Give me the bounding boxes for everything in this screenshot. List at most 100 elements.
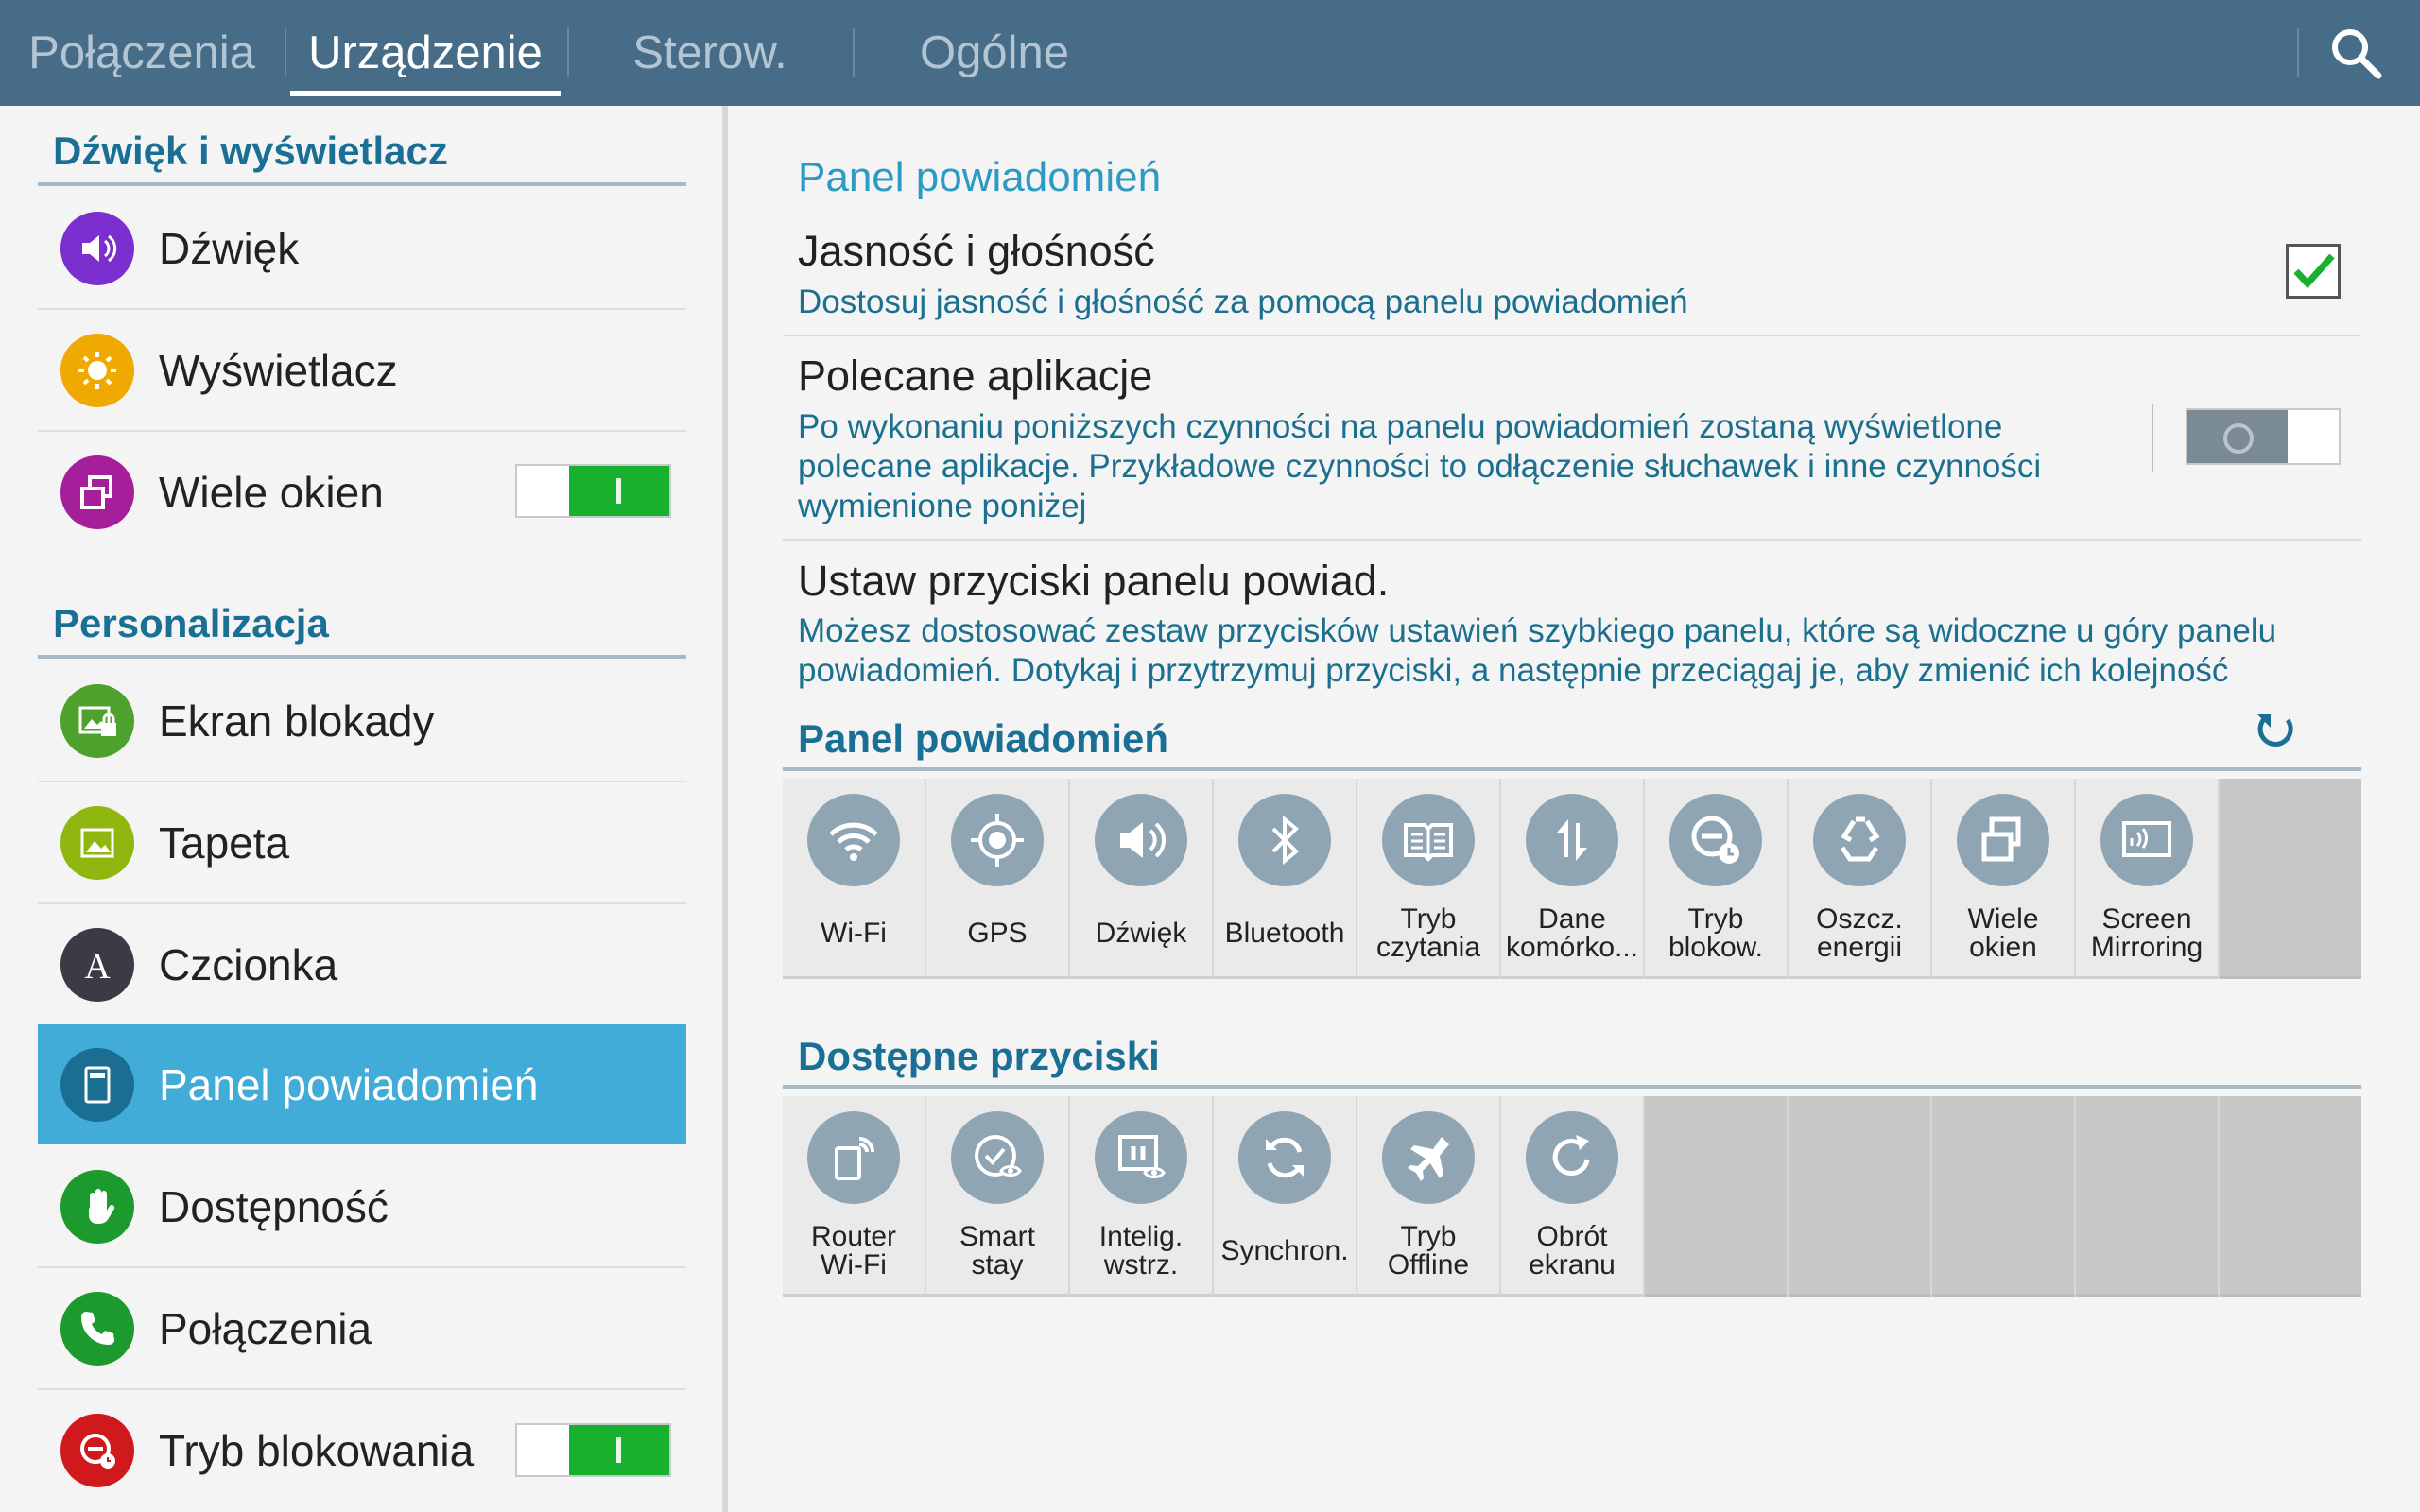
wifi-icon [807,794,900,886]
book-icon [1382,794,1475,886]
item-divider [38,902,686,904]
empty-slot[interactable] [1645,1096,1787,1297]
toggle-knob [569,1425,669,1475]
available-button-screen-rotation[interactable]: Obrót ekranu [1501,1096,1643,1297]
blocking-mode-toggle[interactable] [515,1423,671,1477]
recommended-apps-toggle[interactable] [2186,408,2341,465]
panel-button-multi-window[interactable]: Wiele okien [1932,779,2074,979]
panel-button-mobile-data[interactable]: Dane komórko... [1501,779,1643,979]
cell-divider [1212,1096,1214,1297]
sidebar-item-wallpaper[interactable]: Tapeta [38,782,686,902]
cell-divider [2074,779,2076,979]
sidebar-item-lock-screen[interactable]: Ekran blokady [38,661,686,781]
brightness-volume-checkbox[interactable] [2286,244,2341,299]
tab-divider [2297,28,2299,77]
empty-slot[interactable] [1789,1096,1930,1297]
setting-title-recommended-apps[interactable]: Polecane aplikacje [798,352,1153,400]
available-button-hotspot[interactable]: Router Wi-Fi [783,1096,925,1297]
multi-window-icon [60,455,134,529]
available-buttons-header: Dostępne przyciski [798,1034,1160,1078]
sidebar-item-blocking-mode[interactable]: Tryb blokowania [38,1390,686,1510]
button-label: Dane komórko... [1505,903,1639,963]
setting-title-brightness-volume[interactable]: Jasność i głośność [798,227,1155,275]
reset-icon[interactable] [2252,707,2299,754]
cell-divider [1356,779,1357,979]
available-button-sync[interactable]: Synchron. [1214,1096,1356,1297]
sidebar-item-accessibility[interactable]: Dostępność [38,1146,686,1266]
empty-slot[interactable] [1932,1096,2074,1297]
cell-divider [1068,779,1070,979]
button-label: Obrót ekranu [1529,1221,1616,1280]
panel-button-gps[interactable]: GPS [926,779,1068,979]
setting-desc-recommended-apps: Po wykonaniu poniższych czynności na pan… [798,408,2042,524]
button-label: Screen Mirroring [2090,903,2204,963]
setting-desc-panel-buttons: Możesz dostosować zestaw przycisków usta… [798,612,2277,689]
toggle-knob [2187,410,2288,463]
sidebar-item-label: Panel powiadomień [159,1059,539,1109]
pane-divider [722,106,728,1512]
cell-divider [1499,1096,1501,1297]
brightness-icon [60,333,134,407]
button-label: Dźwięk [1095,918,1187,949]
tab-device[interactable]: Urządzenie [308,27,543,78]
cell-divider [1212,779,1214,979]
panel-button-screen-mirroring[interactable]: Screen Mirroring [2076,779,2218,979]
block-mode-icon [1669,794,1762,886]
tab-connections[interactable]: Połączenia [28,27,255,78]
panel-button-bluetooth[interactable]: Bluetooth [1214,779,1356,979]
panel-button-wifi[interactable]: Wi-Fi [783,779,925,979]
available-button-airplane-mode[interactable]: Tryb Offline [1357,1096,1499,1297]
sidebar-item-sound[interactable]: Dźwięk [38,188,686,308]
switch-divider [2152,404,2153,472]
multi-window-icon [1957,794,2049,886]
sidebar-item-label: Wyświetlacz [159,345,398,395]
sidebar-item-font[interactable]: A Czcionka [38,904,686,1024]
tab-general[interactable]: Ogólne [919,27,1069,78]
checkmark-icon [2293,253,2335,289]
hand-icon [60,1169,134,1244]
cell-divider [1643,779,1645,979]
empty-slot[interactable] [2220,1096,2361,1297]
cell-divider [925,779,926,979]
screen-mirroring-icon [2100,794,2193,886]
item-divider [38,1388,686,1390]
tab-controls[interactable]: Sterow. [632,27,787,78]
hotspot-icon [807,1111,900,1204]
empty-slot[interactable] [2220,779,2361,979]
section-header-sound-display: Dźwięk i wyświetlacz [53,129,448,173]
empty-slot[interactable] [2076,1096,2218,1297]
lock-screen-icon [60,683,134,758]
panel-button-reading-mode[interactable]: Tryb czytania [1357,779,1499,979]
panel-button-blocking-mode[interactable]: Tryb blokow. [1645,779,1787,979]
speaker-icon [60,211,134,285]
tab-divider [285,28,286,77]
cell-divider [1643,1096,1645,1297]
airplane-icon [1382,1111,1475,1204]
panel-button-power-saving[interactable]: Oszcz. energii [1789,779,1930,979]
sidebar-item-label: Czcionka [159,939,338,989]
sidebar-item-label: Tapeta [159,817,290,868]
setting-divider [783,539,2361,541]
sidebar-item-notification-panel[interactable]: Panel powiadomień [38,1024,686,1144]
button-label: Bluetooth [1224,918,1345,949]
sync-icon [1238,1111,1331,1204]
sidebar-item-label: Połączenia [159,1303,372,1353]
top-tab-bar: Połączenia Urządzenie Sterow. Ogólne [0,0,2420,106]
multi-window-toggle[interactable] [515,464,671,518]
panel-buttons-header: Panel powiadomień [798,716,1169,761]
recycle-icon [1813,794,1906,886]
search-icon[interactable] [2327,25,2384,81]
sidebar-item-display[interactable]: Wyświetlacz [38,310,686,430]
cell-divider [2218,1096,2220,1297]
available-button-smart-pause[interactable]: Intelig. wstrz. [1070,1096,1212,1297]
available-button-smart-stay[interactable]: Smart stay [926,1096,1068,1297]
rotate-icon [1526,1111,1618,1204]
sidebar-item-multi-window[interactable]: Wiele okien [38,432,686,552]
button-label: Intelig. wstrz. [1098,1221,1184,1280]
tab-divider [853,28,855,77]
sidebar-item-calls[interactable]: Połączenia [38,1268,686,1388]
section-divider [38,655,686,659]
sidebar-item-label: Dźwięk [159,223,300,273]
panel-button-sound[interactable]: Dźwięk [1070,779,1212,979]
sidebar-item-label: Tryb blokowania [159,1425,475,1475]
